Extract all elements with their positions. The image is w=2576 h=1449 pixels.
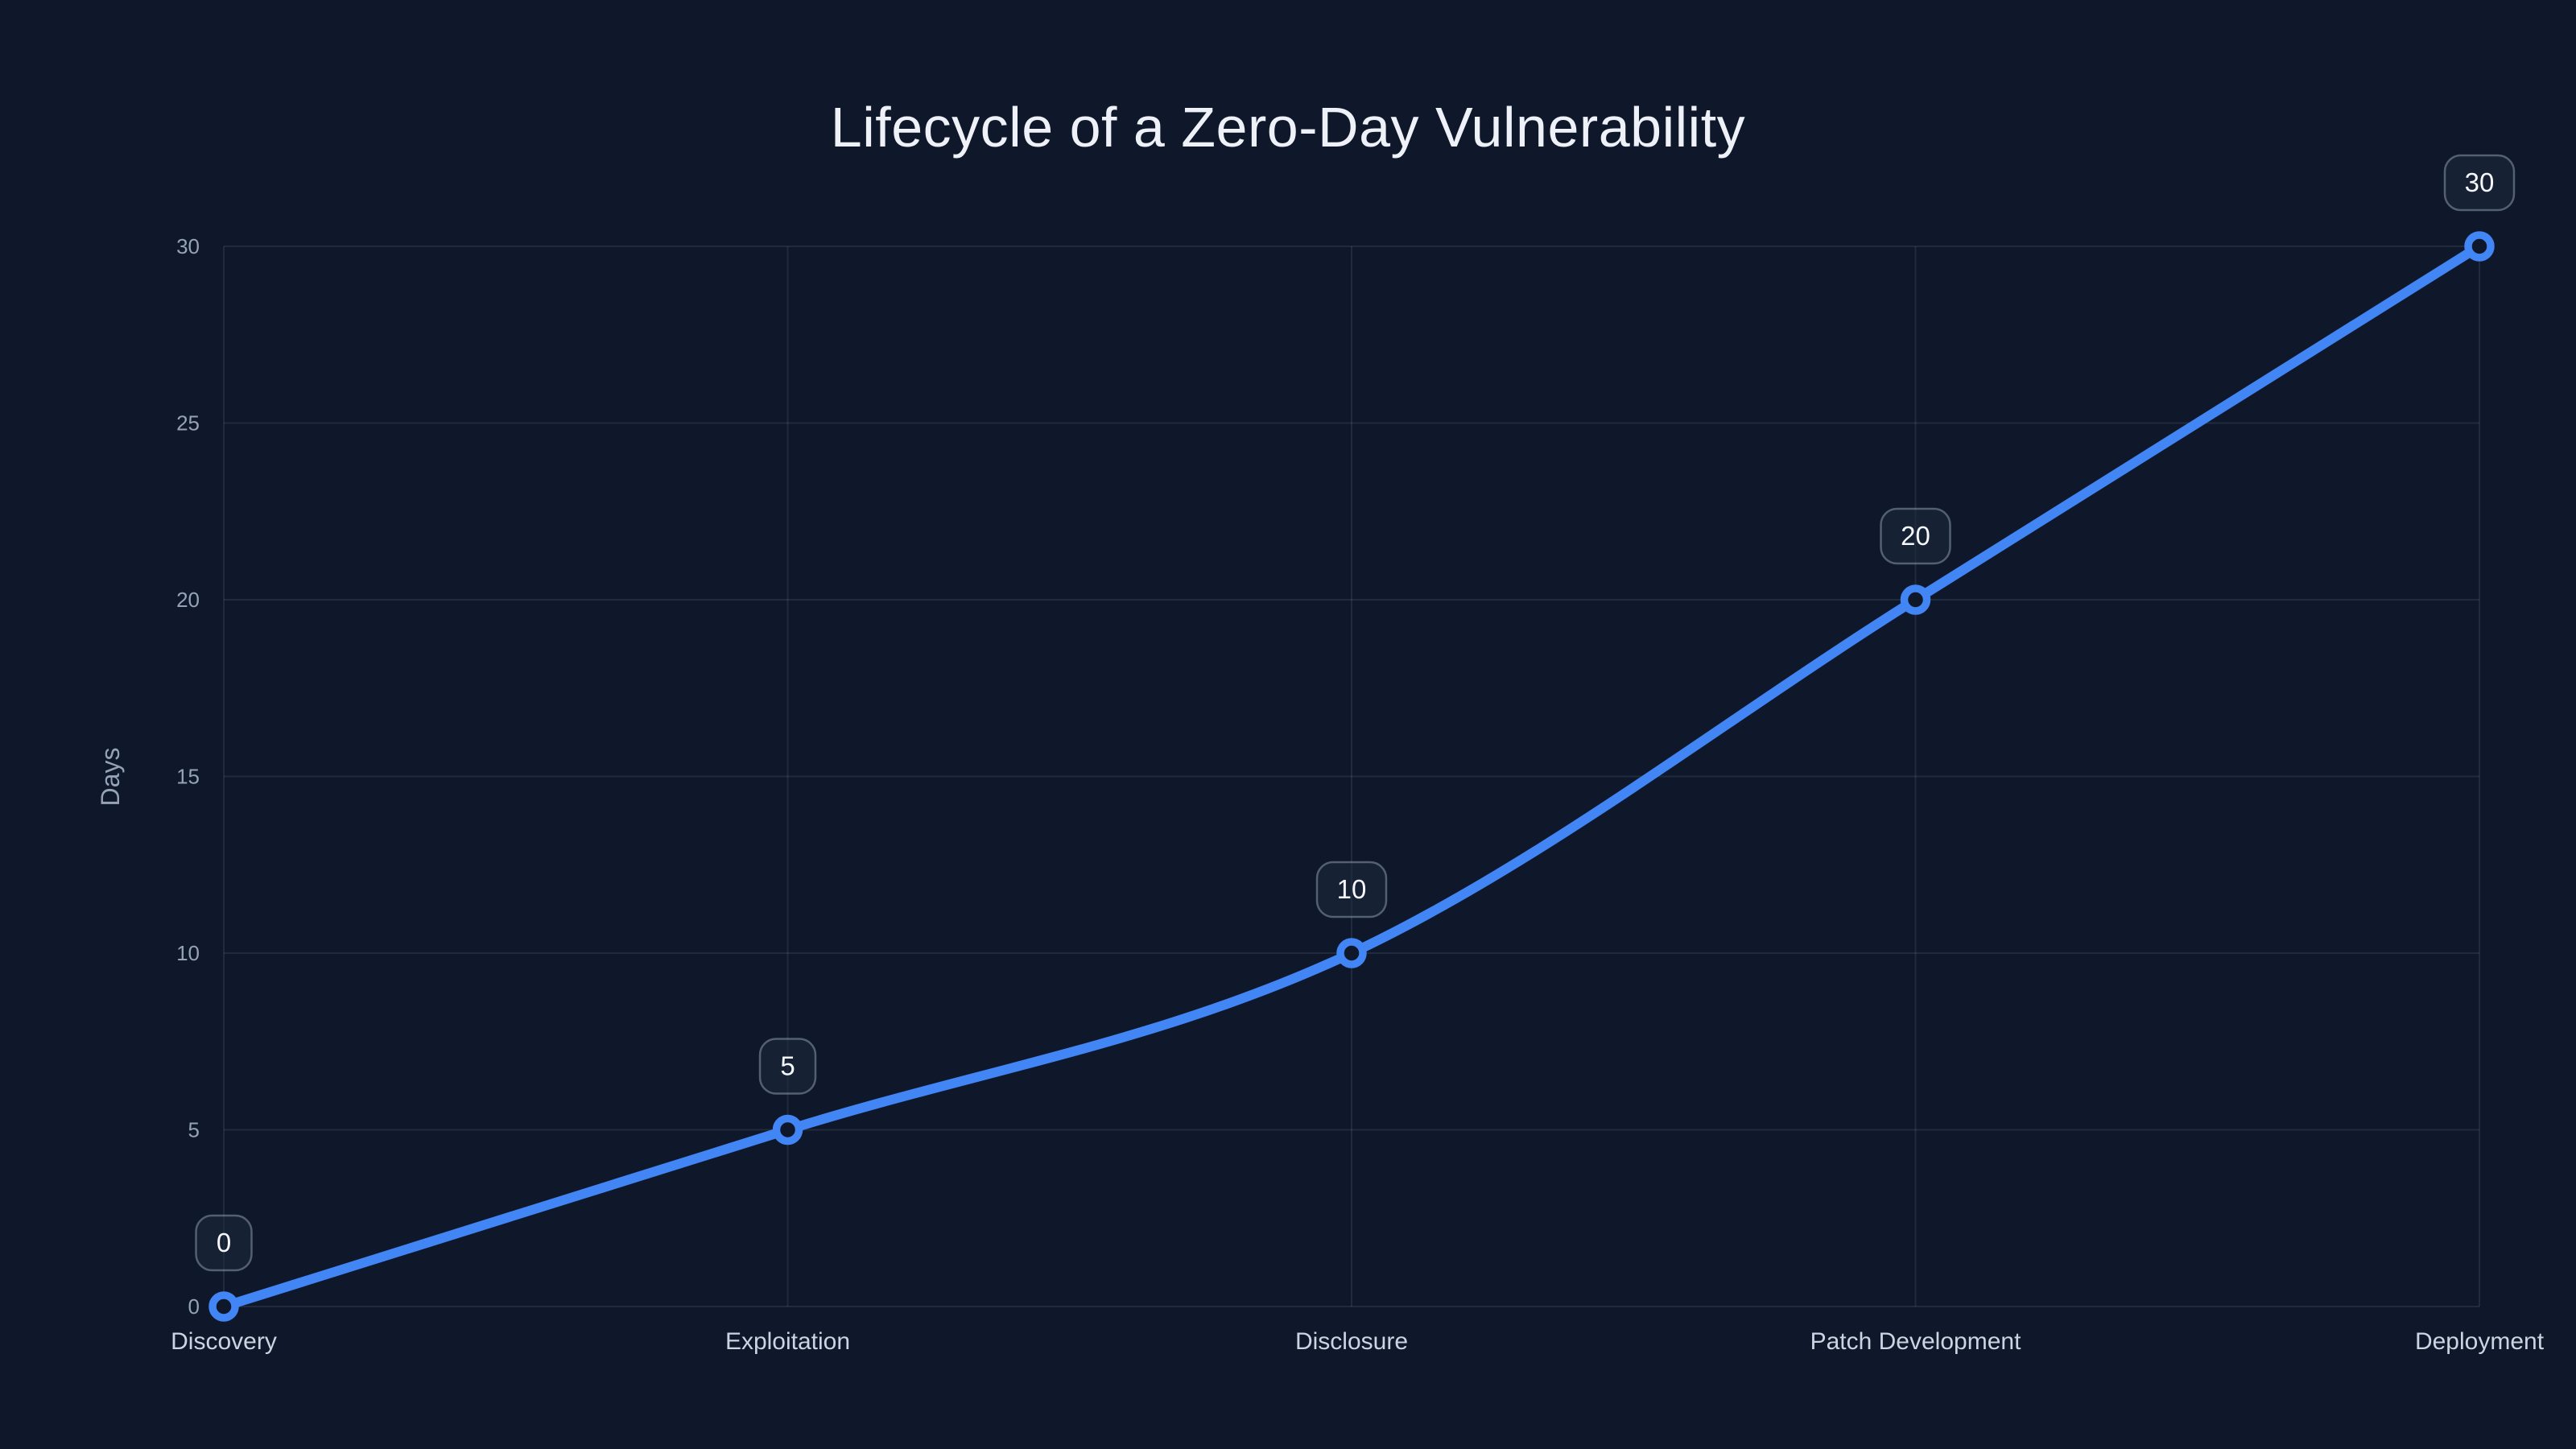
x-axis-label: Exploitation [725, 1328, 850, 1355]
x-axis-label: Patch Development [1810, 1328, 2021, 1355]
data-point-marker[interactable] [1900, 584, 1931, 615]
data-point-marker[interactable] [2464, 231, 2495, 262]
data-label-value: 0 [217, 1228, 231, 1257]
data-label-badge [195, 1214, 253, 1272]
data-point-marker[interactable] [208, 1291, 239, 1322]
data-label-value: 30 [2465, 167, 2495, 197]
chart-title: Lifecycle of a Zero-Day Vulnerability [830, 96, 1746, 159]
y-tick-label: 20 [176, 588, 200, 612]
y-tick-label: 10 [176, 941, 200, 965]
x-axis-label: Discovery [171, 1328, 277, 1355]
data-label-value: 20 [1901, 521, 1930, 551]
data-label-value: 5 [780, 1051, 795, 1081]
data-label-badge [758, 1038, 817, 1095]
data-label-badge [1315, 861, 1388, 919]
data-label-value: 10 [1337, 874, 1367, 904]
data-point-marker[interactable] [772, 1114, 803, 1146]
y-tick-label: 30 [176, 234, 200, 258]
y-tick-label: 25 [176, 411, 200, 436]
y-tick-label: 0 [188, 1294, 200, 1319]
y-tick-label: 15 [176, 765, 200, 789]
data-point-marker[interactable] [1336, 938, 1367, 968]
data-label-badge [1880, 507, 1951, 565]
y-axis-title: Days [96, 748, 125, 807]
data-label-badge [2443, 154, 2516, 212]
x-axis-label: Deployment [2415, 1328, 2545, 1355]
y-tick-label: 5 [188, 1118, 200, 1142]
x-axis-label: Disclosure [1295, 1328, 1408, 1355]
